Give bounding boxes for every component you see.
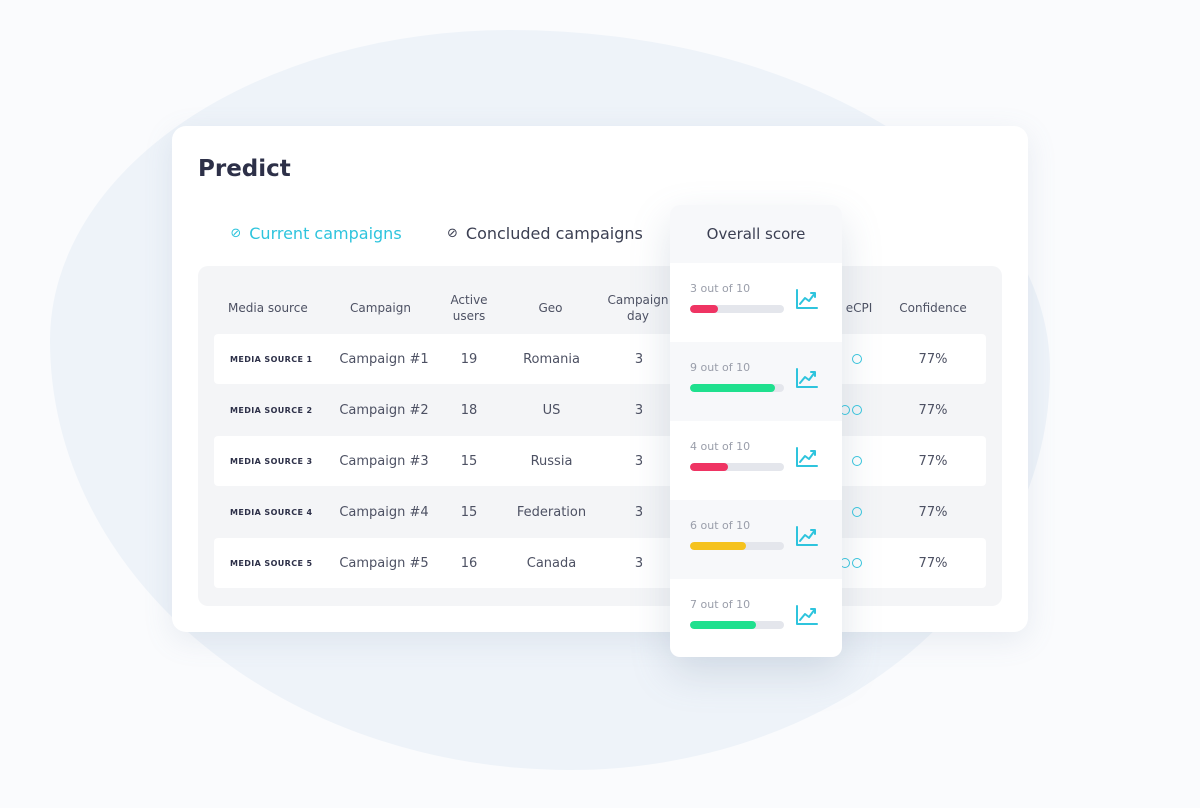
col-campaign[interactable]: Campaign — [350, 301, 411, 315]
campaign-day-cell: 3 — [634, 402, 644, 418]
confidence-cell: 77% — [918, 555, 948, 571]
tab-concluded-label: Concluded campaigns — [465, 224, 643, 243]
geo-cell: Federation — [516, 504, 587, 520]
active-users-cell: 15 — [460, 504, 478, 520]
table-row[interactable]: MEDIA SOURCE 4 Campaign #4 15 Federation 3 77… — [214, 487, 986, 537]
megaphone-icon: ⊘ — [230, 226, 242, 241]
campaign-cell: Campaign #1 — [339, 351, 429, 367]
col-confidence[interactable]: Confidence — [899, 301, 967, 315]
table-row[interactable]: MEDIA SOURCE 2 Campaign #2 18 US 3 77% — [214, 385, 986, 435]
coin-icon — [852, 558, 862, 568]
trend-chart-icon[interactable] — [796, 289, 818, 309]
score-bar-fill — [690, 384, 775, 392]
score-bar-fill — [690, 305, 719, 313]
score-label: 7 out of 10 — [690, 598, 751, 611]
score-bar — [690, 384, 784, 392]
ecpi-cell — [818, 487, 862, 537]
table-row[interactable]: MEDIA SOURCE 3 Campaign #3 15 Russia 3 77% — [214, 436, 986, 486]
tab-current-campaigns[interactable]: ⊘ Current campaigns — [214, 224, 418, 269]
score-row[interactable]: 6 out of 10 — [670, 500, 842, 579]
media-source-cell: MEDIA SOURCE 1 — [230, 354, 313, 364]
trend-chart-icon[interactable] — [796, 368, 818, 388]
table-row[interactable]: MEDIA SOURCE 1 Campaign #1 19 Romania 3 77% — [214, 334, 986, 384]
trend-chart-icon[interactable] — [796, 447, 818, 467]
campaigns-table: Media source Campaign Active users Geo C… — [198, 266, 1002, 606]
score-bar — [690, 621, 784, 629]
media-source-cell: MEDIA SOURCE 4 — [230, 507, 313, 517]
page-title: Predict — [198, 156, 291, 182]
campaign-day-cell: 3 — [634, 351, 644, 367]
confidence-cell: 77% — [918, 504, 948, 520]
score-label: 4 out of 10 — [690, 440, 751, 453]
campaign-day-cell: 3 — [634, 453, 644, 469]
score-label: 9 out of 10 — [690, 361, 751, 374]
coin-icon — [852, 456, 862, 466]
coin-icon — [852, 507, 862, 517]
trend-chart-icon[interactable] — [796, 605, 818, 625]
geo-cell: Russia — [530, 453, 573, 469]
col-ecpi[interactable]: eCPI — [845, 301, 873, 315]
score-row[interactable]: 7 out of 10 — [670, 579, 842, 657]
confidence-cell: 77% — [918, 402, 948, 418]
confidence-cell: 77% — [918, 351, 948, 367]
campaign-day-cell: 3 — [634, 555, 644, 571]
predict-card: Predict ⊘ Current campaigns ⊘ Concluded … — [172, 126, 1028, 632]
campaign-cell: Campaign #2 — [339, 402, 429, 418]
geo-cell: Canada — [526, 555, 577, 571]
campaign-day-cell: 3 — [634, 504, 644, 520]
score-label: 3 out of 10 — [690, 282, 751, 295]
media-source-cell: MEDIA SOURCE 2 — [230, 405, 313, 415]
confidence-cell: 77% — [918, 453, 948, 469]
active-users-cell: 19 — [460, 351, 478, 367]
overall-score-card: Overall score 3 out of 10 9 out of 10 4 ou… — [670, 205, 842, 657]
score-bar-fill — [690, 463, 728, 471]
overall-score-heading: Overall score — [670, 205, 842, 263]
score-bar-fill — [690, 621, 756, 629]
score-bar-fill — [690, 542, 747, 550]
table-header: Media source Campaign Active users Geo C… — [198, 288, 1002, 328]
media-source-cell: MEDIA SOURCE 3 — [230, 456, 313, 466]
active-users-cell: 15 — [460, 453, 478, 469]
table-row[interactable]: MEDIA SOURCE 5 Campaign #5 16 Canada 3 77% — [214, 538, 986, 588]
col-media-source[interactable]: Media source — [228, 301, 308, 315]
coin-icon — [852, 405, 862, 415]
check-circle-icon: ⊘ — [447, 226, 458, 241]
media-source-cell: MEDIA SOURCE 5 — [230, 558, 313, 568]
campaign-cell: Campaign #5 — [339, 555, 429, 571]
ecpi-cell — [818, 436, 862, 486]
score-label: 6 out of 10 — [690, 519, 751, 532]
score-bar — [690, 542, 784, 550]
coin-icon — [852, 354, 862, 364]
score-bar — [690, 305, 784, 313]
tab-concluded-campaigns[interactable]: ⊘ Concluded campaigns — [447, 224, 643, 266]
col-campaign-day[interactable]: Campaign day — [607, 293, 669, 323]
score-row[interactable]: 9 out of 10 — [670, 342, 842, 421]
ecpi-cell — [818, 334, 862, 384]
geo-cell: US — [542, 402, 561, 418]
active-users-cell: 18 — [460, 402, 478, 418]
trend-chart-icon[interactable] — [796, 526, 818, 546]
col-active-users[interactable]: Active users — [450, 293, 488, 323]
col-geo[interactable]: Geo — [538, 301, 563, 315]
score-bar — [690, 463, 784, 471]
campaign-cell: Campaign #3 — [339, 453, 429, 469]
tab-current-label: Current campaigns — [249, 224, 402, 243]
score-row[interactable]: 4 out of 10 — [670, 421, 842, 500]
campaign-cell: Campaign #4 — [339, 504, 429, 520]
score-row[interactable]: 3 out of 10 — [670, 263, 842, 342]
geo-cell: Romania — [523, 351, 580, 367]
active-users-cell: 16 — [460, 555, 478, 571]
